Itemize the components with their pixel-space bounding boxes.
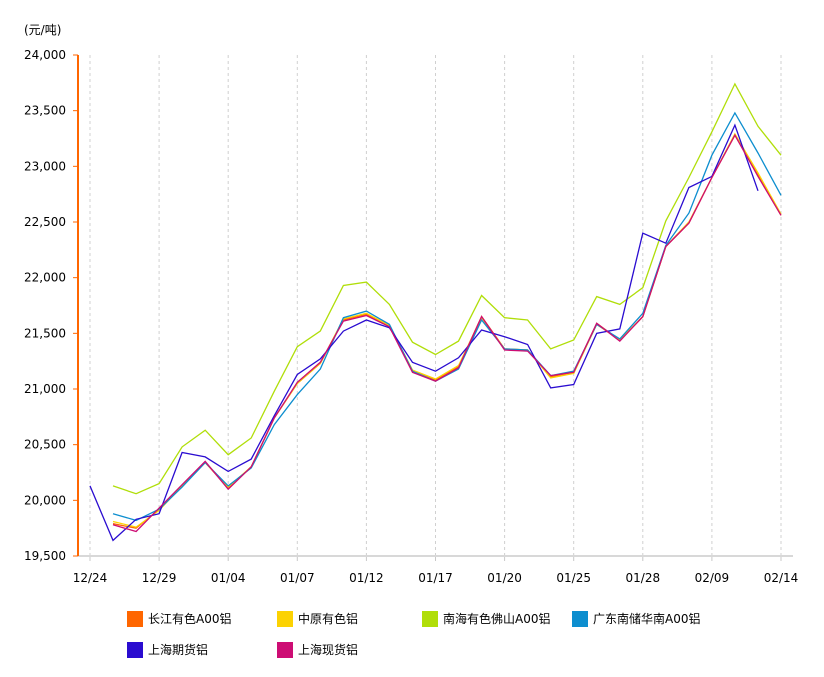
series-line — [112, 133, 782, 533]
legend-item[interactable]: 中原有色铝 — [277, 610, 358, 627]
legend-item[interactable]: 南海有色佛山A00铝 — [422, 610, 550, 627]
y-tick-label: 22,500 — [24, 215, 66, 229]
legend-swatch — [127, 610, 143, 627]
y-tick-label: 20,500 — [24, 438, 66, 452]
legend-label: 长江有色A00铝 — [148, 612, 232, 626]
x-tick-label: 12/24 — [73, 571, 108, 585]
legend-item[interactable]: 上海期货铝 — [127, 641, 208, 658]
legend-swatch — [127, 641, 143, 658]
legend-swatch — [422, 610, 438, 627]
x-tick-label: 01/04 — [211, 571, 246, 585]
x-tick-label: 01/20 — [487, 571, 522, 585]
legend-label: 上海现货铝 — [298, 643, 359, 657]
x-tick-label: 02/09 — [695, 571, 730, 585]
series-line — [89, 123, 759, 542]
y-tick-label: 19,500 — [24, 549, 66, 563]
legend-swatch — [277, 610, 293, 627]
legend-label: 南海有色佛山A00铝 — [443, 612, 551, 626]
y-tick-label: 23,500 — [24, 104, 66, 118]
series-line — [112, 111, 782, 522]
legend-swatch — [277, 641, 293, 658]
y-tick-label: 23,000 — [24, 159, 66, 173]
x-tick-label: 01/25 — [556, 571, 591, 585]
y-tick-label: 22,000 — [24, 271, 66, 285]
y-tick-label: 21,500 — [24, 326, 66, 340]
series-line — [112, 133, 782, 529]
y-tick-label: 20,000 — [24, 493, 66, 507]
x-tick-label: 01/07 — [280, 571, 315, 585]
y-axis-unit-label: (元/吨) — [24, 23, 62, 37]
x-tick-label: 01/17 — [418, 571, 453, 585]
legend-label: 上海期货铝 — [148, 643, 209, 657]
legend-item[interactable]: 广东南储华南A00铝 — [572, 610, 700, 627]
legend-item[interactable]: 长江有色A00铝 — [127, 610, 231, 627]
y-tick-label: 24,000 — [24, 48, 66, 62]
x-tick-label: 01/12 — [349, 571, 384, 585]
x-tick-label: 12/29 — [142, 571, 177, 585]
legend-label: 广东南储华南A00铝 — [593, 612, 701, 626]
x-tick-label: 01/28 — [626, 571, 661, 585]
legend-label: 中原有色铝 — [298, 612, 359, 626]
legend-item[interactable]: 上海现货铝 — [277, 641, 358, 658]
line-chart: 12/24 12/29 01/04 01/07 01/12 01/17 01/20 01/25… — [24, 48, 799, 585]
x-tick-label: 02/14 — [764, 571, 799, 585]
legend-swatch — [572, 610, 588, 627]
series-line — [112, 82, 782, 495]
y-tick-label: 21,000 — [24, 382, 66, 396]
